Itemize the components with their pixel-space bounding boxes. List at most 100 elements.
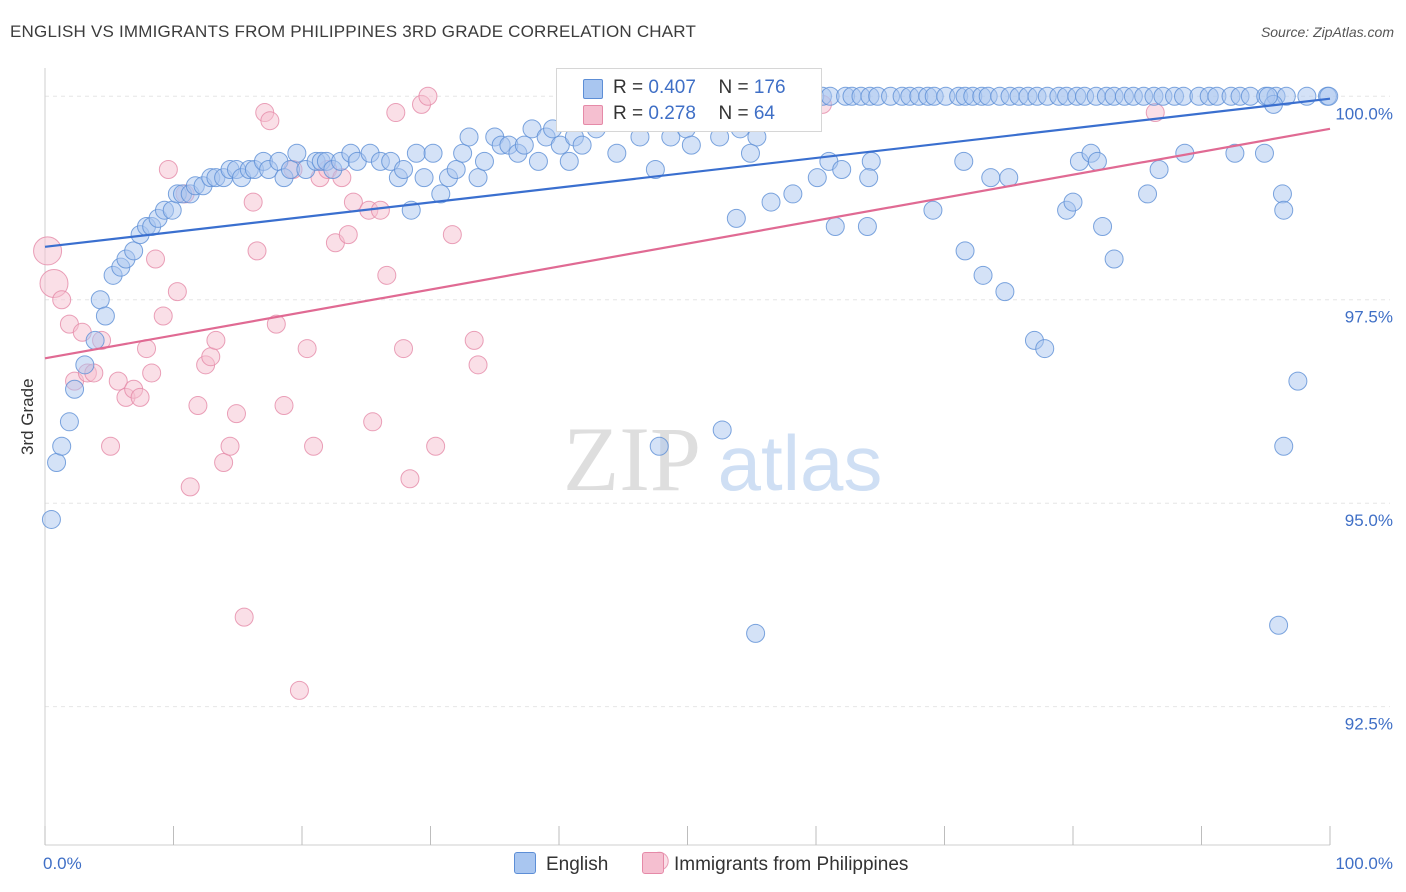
phil-point-27	[220, 436, 240, 456]
bottom-legend-philippines: Immigrants from Philippines	[642, 852, 908, 876]
english-point-4	[65, 379, 85, 399]
english-point-189	[1272, 184, 1292, 204]
correlation-legend: R = 0.407 N = 176 R = 0.278 N = 64	[556, 68, 822, 132]
phil-point-56	[442, 225, 462, 245]
phil-point-33	[260, 111, 280, 131]
legend-english-n-value: 176	[753, 77, 786, 98]
english-point-52	[406, 143, 426, 163]
legend-phil-n-label: N =	[718, 103, 754, 124]
english-point-188	[1258, 86, 1278, 106]
english-point-60	[468, 168, 488, 188]
english-point-199	[954, 151, 974, 171]
phil-point-58	[468, 355, 488, 375]
english-point-74	[572, 135, 592, 155]
legend-phil-r-value: 0.278	[648, 103, 696, 124]
phil-point-22	[188, 396, 208, 416]
english-point-71	[550, 135, 570, 155]
english-point-160	[783, 184, 803, 204]
phil-point-2	[52, 290, 72, 310]
english-point-6	[85, 330, 105, 350]
english-point-12	[124, 241, 144, 261]
english-point-161	[740, 143, 760, 163]
english-point-54	[423, 143, 443, 163]
english-point-185	[1225, 143, 1245, 163]
phil-point-50	[386, 103, 406, 123]
phil-point-55	[426, 436, 446, 456]
phil-point-10	[108, 371, 128, 391]
english-point-195	[712, 420, 732, 440]
bottom-legend-english-label: English	[546, 854, 609, 875]
y-tick-label-1: 95.0%	[1345, 511, 1393, 530]
english-point-79	[607, 143, 627, 163]
bottom-legend-swatch-philippines	[642, 852, 664, 874]
english-point-18	[162, 200, 182, 220]
source-label: Source: ZipAtlas.com	[1260, 24, 1394, 40]
phil-point-30	[243, 192, 263, 212]
english-point-197	[859, 168, 879, 188]
legend-english-r-value: 0.407	[648, 77, 696, 98]
x-tick-label-0: 0.0%	[43, 854, 82, 873]
english-point-162	[807, 168, 827, 188]
english-point-53	[414, 168, 434, 188]
phil-point-51	[394, 339, 414, 359]
phil-point-52	[400, 469, 420, 489]
phil-point-34	[266, 314, 286, 334]
axes	[44, 68, 1331, 846]
phil-point-26	[214, 453, 234, 472]
philippines-trend-line	[44, 127, 1331, 360]
phil-point-16	[146, 249, 166, 269]
phil-point-18	[158, 160, 178, 180]
bottom-legend-english: English	[514, 852, 608, 876]
phil-point-13	[130, 387, 150, 407]
y-tick-label-2: 97.5%	[1345, 308, 1393, 327]
english-point-157	[1319, 86, 1339, 106]
phil-point-9	[101, 436, 121, 456]
phil-point-49	[377, 265, 397, 285]
english-point-171	[1063, 192, 1083, 212]
x-tick-label-1: 100.0%	[1335, 854, 1393, 873]
english-point-174	[857, 216, 877, 236]
phil-point-39	[304, 436, 324, 456]
english-point-72	[559, 151, 579, 171]
english-point-182	[1138, 184, 1158, 204]
english-point-181	[1093, 216, 1113, 236]
phil-point-31	[247, 241, 267, 261]
gridlines	[45, 95, 1390, 708]
english-point-173	[832, 160, 852, 180]
english-point-58	[453, 143, 473, 163]
watermark-atlas: atlas	[718, 419, 883, 507]
y-tick-label-3: 100.0%	[1335, 104, 1393, 123]
english-point-57	[446, 160, 466, 180]
english-point-183	[1149, 160, 1169, 180]
phil-point-17	[153, 306, 173, 326]
phil-point-57	[464, 330, 484, 350]
english-point-163	[861, 151, 881, 171]
english-point-3	[59, 412, 79, 432]
english-point-0	[41, 509, 61, 529]
english-point-8	[95, 306, 115, 326]
english-point-59	[459, 127, 479, 147]
phil-point-25	[206, 330, 226, 350]
phil-point-15	[142, 363, 162, 383]
english-point-177	[995, 282, 1015, 302]
english-point-191	[1288, 371, 1308, 391]
english-point-192	[1274, 436, 1294, 456]
english-point-186	[1254, 143, 1274, 163]
english-point-190	[1274, 200, 1294, 220]
english-point-61	[474, 151, 494, 171]
phil-point-48	[370, 200, 390, 220]
phil-point-0	[33, 236, 63, 266]
english-point-176	[973, 265, 993, 285]
english-point-193	[1269, 615, 1289, 635]
phil-point-19	[167, 282, 187, 302]
trend-lines	[44, 97, 1331, 360]
phil-point-47	[363, 412, 383, 432]
english-points	[41, 86, 1339, 643]
legend-english-r-label: R =	[613, 77, 649, 98]
english-point-7	[90, 290, 110, 310]
english-point-166	[999, 168, 1019, 188]
english-point-55	[431, 184, 451, 204]
english-point-5	[75, 355, 95, 375]
chart-title: ENGLISH VS IMMIGRANTS FROM PHILIPPINES 3…	[10, 22, 697, 41]
